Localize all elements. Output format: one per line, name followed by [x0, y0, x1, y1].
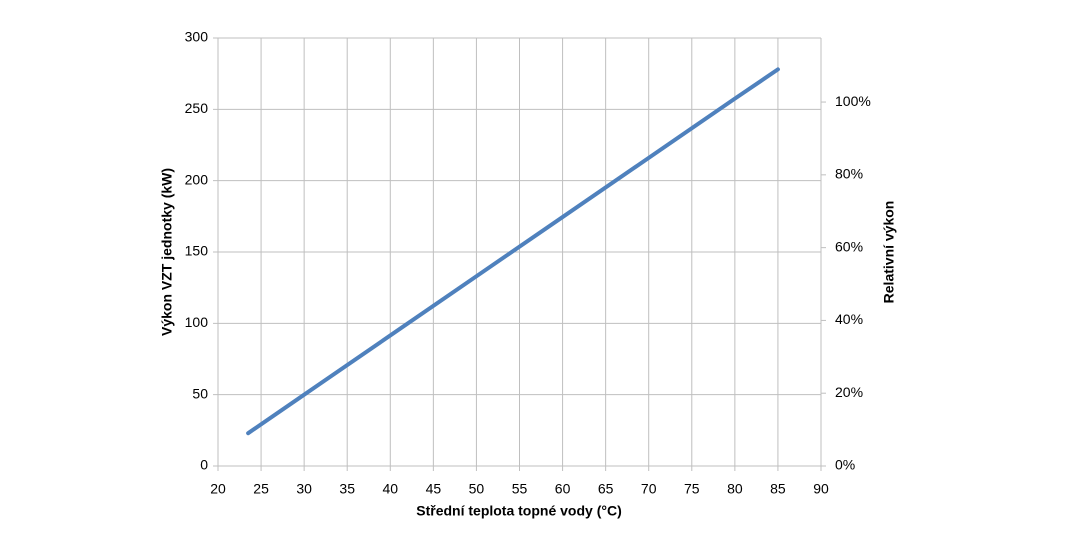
y-tick-label: 250 — [185, 100, 209, 116]
y2-tick-label: 80% — [835, 166, 863, 182]
data-line — [246, 67, 780, 436]
y2-tick-label: 100% — [835, 93, 871, 109]
y2-tick-label: 60% — [835, 238, 863, 254]
x-tick-label: 80 — [727, 481, 743, 497]
y-tick-label: 0 — [200, 457, 208, 473]
x-axis-title: Střední teplota topné vody (°C) — [416, 503, 622, 519]
x-tick-label: 50 — [469, 481, 485, 497]
x-tick-label: 20 — [210, 481, 226, 497]
x-tick-label: 70 — [641, 481, 657, 497]
y-tick-label: 50 — [192, 385, 208, 401]
x-tick-label: 40 — [382, 481, 398, 497]
x-tick-label: 30 — [296, 481, 312, 497]
y2-axis-title: Relativní výkon — [881, 201, 897, 304]
y-tick-label: 150 — [185, 243, 209, 259]
x-tick-label: 60 — [555, 481, 571, 497]
x-tick-label: 75 — [684, 481, 700, 497]
y-tick-label: 200 — [185, 171, 209, 187]
x-tick-label: 55 — [512, 481, 528, 497]
x-tick-label: 35 — [339, 481, 355, 497]
y2-tick-label: 20% — [835, 384, 863, 400]
x-tick-label: 45 — [426, 481, 442, 497]
y-axis-title: Výkon VZT jednotky (kW) — [159, 168, 175, 336]
x-tick-label: 25 — [253, 481, 269, 497]
x-tick-label: 85 — [770, 481, 786, 497]
x-tick-label: 90 — [813, 481, 829, 497]
y-tick-label: 300 — [185, 29, 209, 45]
x-tick-label: 65 — [598, 481, 614, 497]
y2-tick-label: 0% — [835, 457, 855, 473]
y-tick-label: 100 — [185, 314, 209, 330]
y2-tick-label: 40% — [835, 311, 863, 327]
